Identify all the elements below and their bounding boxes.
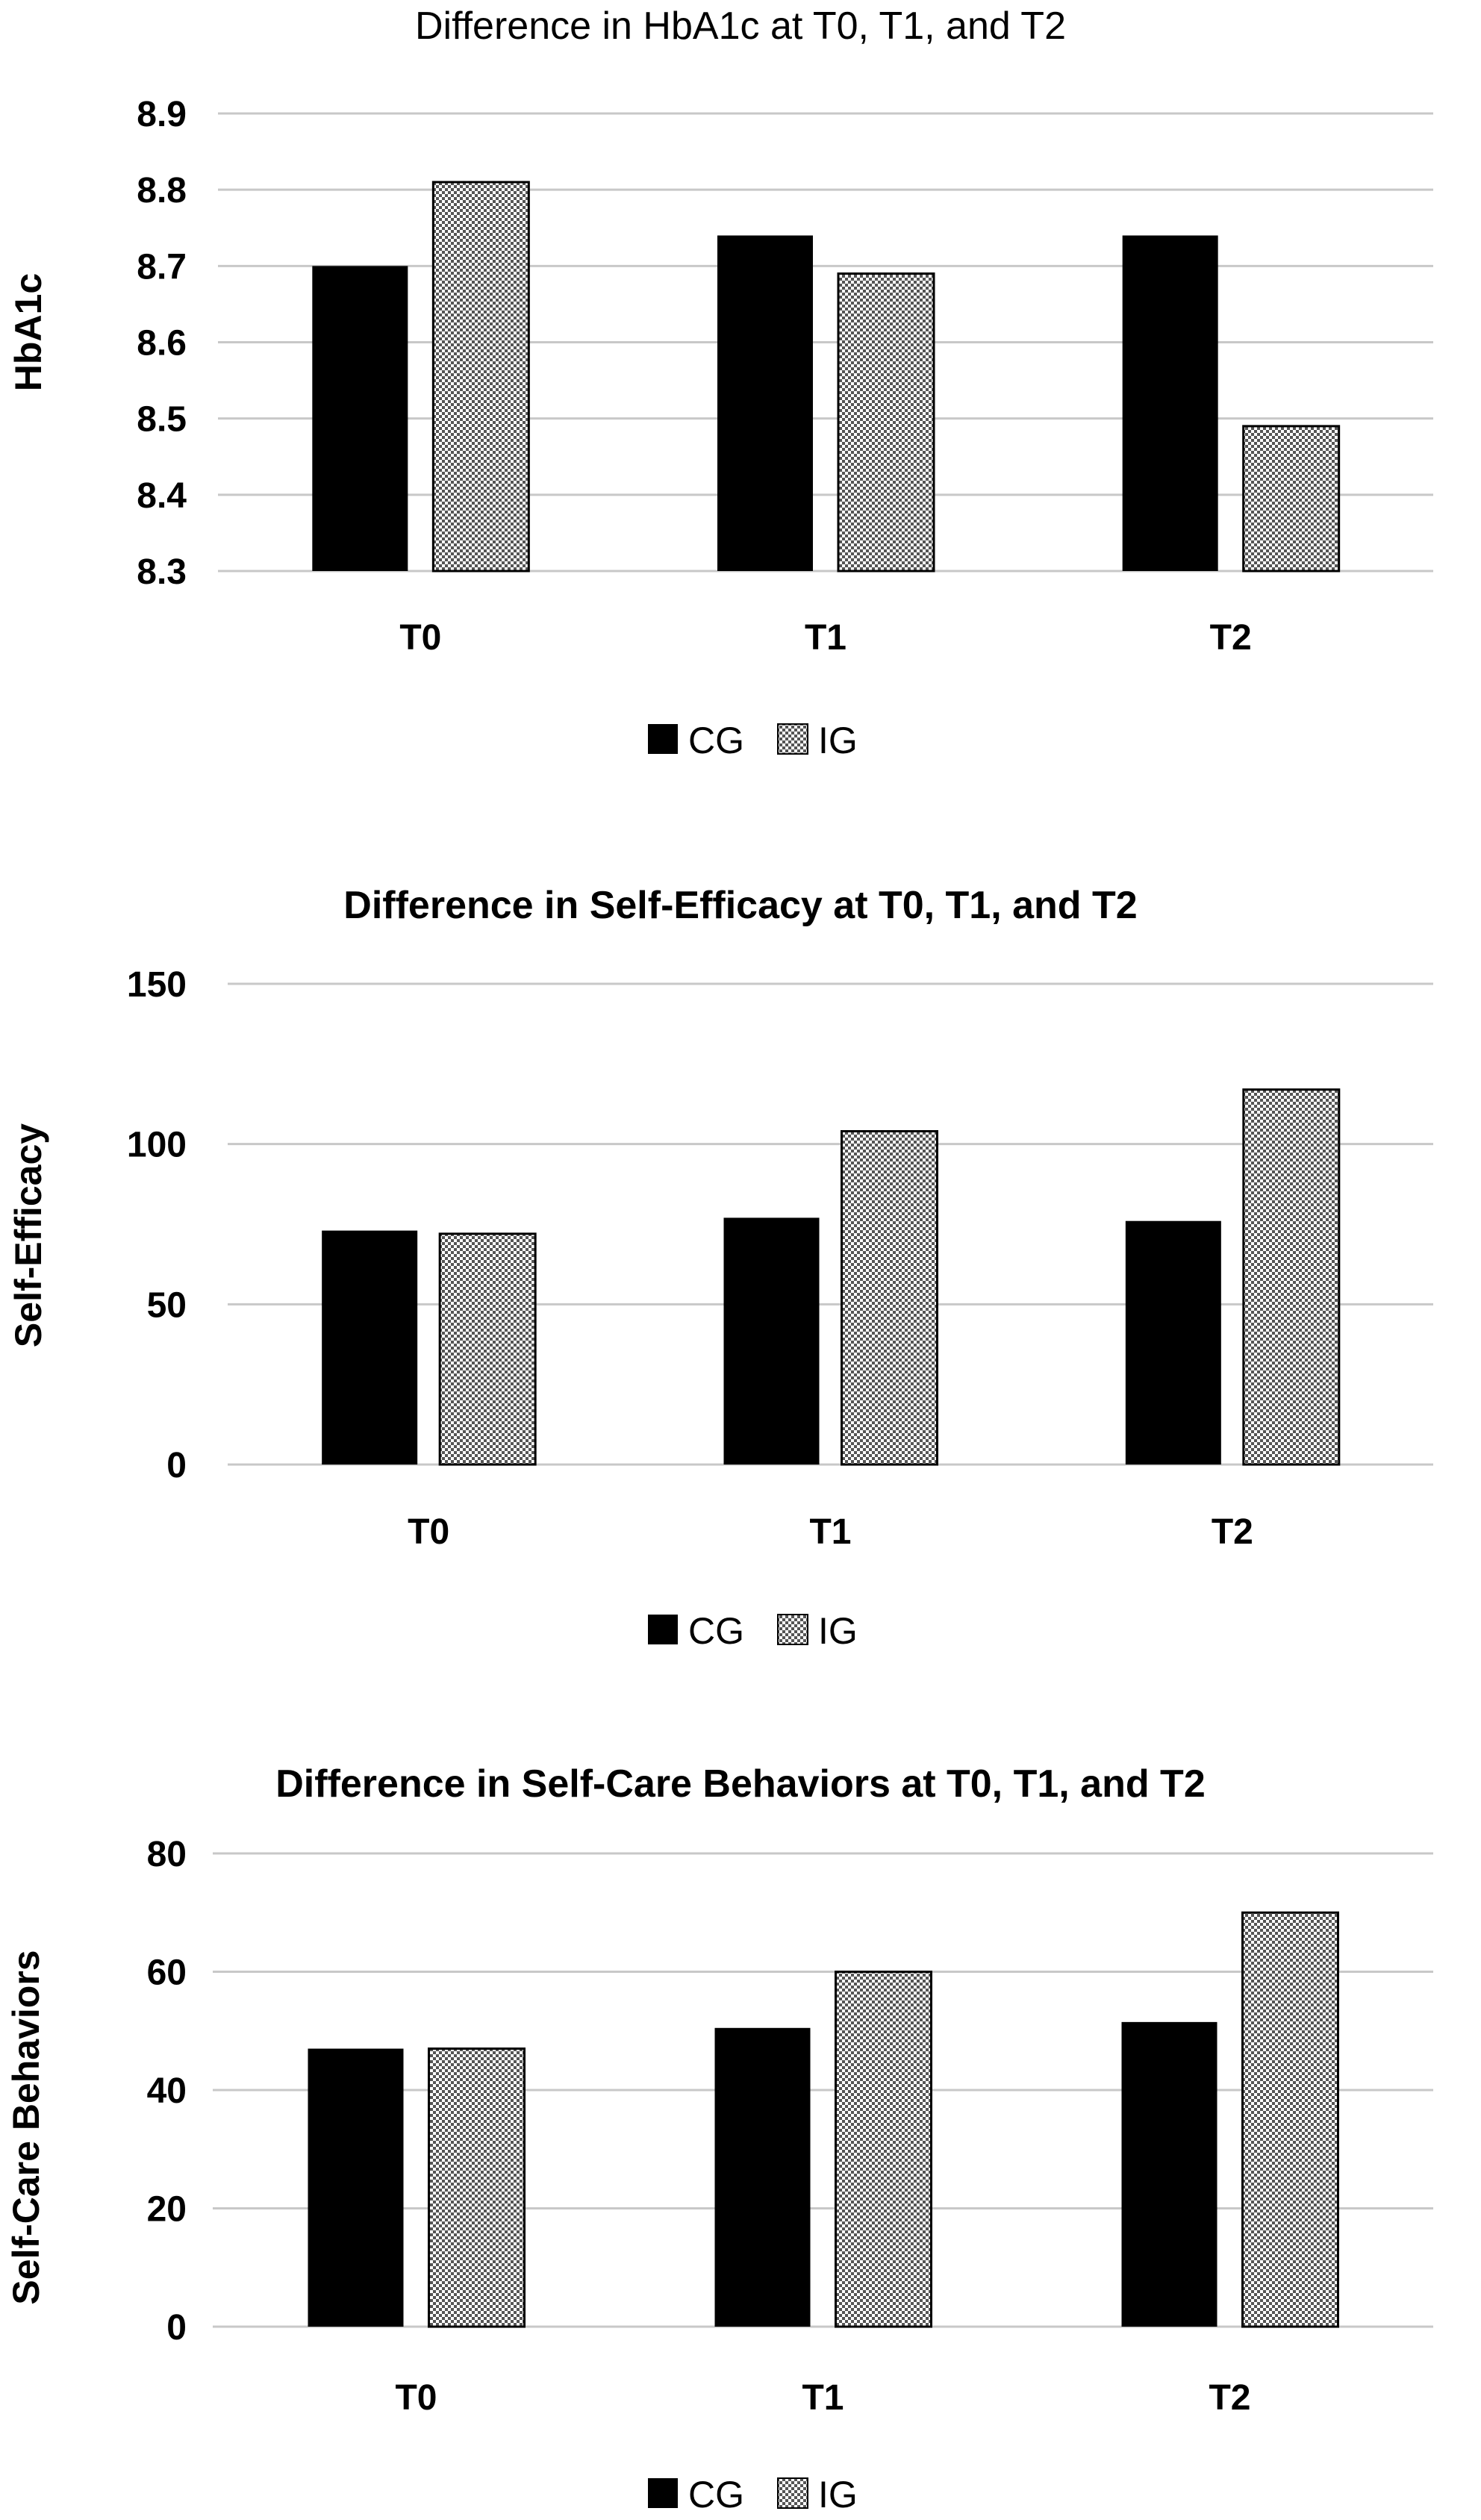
gridlines — [213, 1852, 1433, 2328]
bar-cg-t1 — [717, 235, 813, 571]
x-ticks: T0 T1 T2 — [399, 618, 1251, 658]
y-axis-label: HbA1c — [7, 273, 49, 391]
y-tick-label: 8.7 — [137, 247, 187, 287]
bar-ig-t0 — [438, 1232, 537, 1466]
bar-cg-t2 — [1121, 2021, 1217, 2327]
bar-ig-t2 — [1241, 1911, 1339, 2328]
bar-cg-t1 — [714, 2027, 811, 2327]
bar-ig-t1 — [841, 1129, 938, 1466]
legend-swatch-ig — [777, 2477, 808, 2509]
y-tick-label: 0 — [166, 1446, 187, 1485]
y-tick-label: 40 — [147, 2071, 187, 2111]
gridlines — [228, 982, 1433, 1466]
x-ticks: T0 T1 T2 — [408, 1512, 1253, 1552]
legend-swatch-cg — [648, 1615, 678, 1644]
y-tick-label: 8.8 — [137, 171, 187, 210]
bar-cg-t2 — [1122, 235, 1218, 571]
bars — [322, 1088, 1341, 1466]
bar-ig-t1 — [835, 1971, 932, 2328]
y-tick-label: 8.6 — [137, 324, 187, 364]
legend-swatch-cg — [648, 2478, 678, 2508]
legend: CG IG — [648, 2474, 858, 2516]
legend-swatch-ig — [777, 723, 808, 755]
x-ticks: T0 T1 T2 — [395, 2378, 1250, 2418]
bar-ig-t0 — [431, 181, 530, 573]
y-tick-label: 20 — [147, 2190, 187, 2230]
y-tick-label: 150 — [127, 965, 187, 1005]
y-tick-label: 8.5 — [137, 400, 187, 440]
chart-title: Difference in Self-Care Behaviors at T0,… — [275, 1762, 1206, 1806]
legend: CG IG — [648, 1610, 858, 1652]
x-tick-label: T2 — [1212, 1512, 1253, 1552]
x-tick-label: T1 — [809, 1512, 851, 1552]
y-tick-label: 8.4 — [137, 476, 187, 516]
x-tick-label: T0 — [408, 1512, 449, 1552]
x-tick-label: T1 — [805, 618, 846, 658]
bar-ig-t2 — [1242, 1088, 1341, 1466]
chart-self-care: Difference in Self-Care Behaviors at T0,… — [5, 1762, 1433, 2516]
legend-swatch-ig — [777, 1614, 808, 1645]
chart-self-efficacy: Difference in Self-Efficacy at T0, T1, a… — [7, 884, 1433, 1652]
y-axis-label: Self-Care Behaviors — [5, 1950, 47, 2304]
chart-title: Difference in Self-Efficacy at T0, T1, a… — [343, 884, 1137, 927]
y-ticks: 0 50 100 150 — [127, 965, 187, 1485]
x-tick-label: T2 — [1209, 2378, 1250, 2418]
y-ticks: 0 20 40 60 80 — [147, 1835, 187, 2348]
legend-swatch-cg — [648, 724, 678, 754]
y-tick-label: 100 — [127, 1126, 187, 1165]
legend-label-cg: CG — [688, 720, 744, 761]
y-axis-label: Self-Efficacy — [7, 1123, 49, 1347]
y-tick-label: 80 — [147, 1835, 187, 1874]
x-tick-label: T0 — [395, 2378, 437, 2418]
bar-cg-t0 — [312, 266, 408, 571]
legend-label-cg: CG — [688, 2474, 744, 2516]
gridlines — [218, 112, 1433, 573]
legend-label-ig: IG — [818, 720, 858, 761]
bar-cg-t1 — [723, 1217, 820, 1465]
y-tick-label: 0 — [166, 2308, 187, 2348]
legend-label-cg: CG — [688, 1610, 744, 1652]
y-tick-label: 8.9 — [137, 95, 187, 134]
bar-cg-t2 — [1125, 1220, 1221, 1465]
chart-hba1c: Difference in HbA1c at T0, T1, and T2 Hb… — [7, 4, 1433, 761]
bars — [312, 181, 1341, 573]
bar-cg-t0 — [308, 2048, 404, 2327]
y-ticks: 8.3 8.4 8.5 8.6 8.7 8.8 8.9 — [137, 95, 187, 592]
legend-label-ig: IG — [818, 1610, 858, 1652]
bars — [308, 1911, 1339, 2328]
x-tick-label: T0 — [399, 618, 441, 658]
chart-title: Difference in HbA1c at T0, T1, and T2 — [415, 4, 1066, 48]
y-tick-label: 60 — [147, 1953, 187, 1993]
x-tick-label: T1 — [802, 2378, 844, 2418]
y-tick-label: 50 — [147, 1285, 187, 1325]
bar-ig-t0 — [428, 2048, 526, 2328]
legend-label-ig: IG — [818, 2474, 858, 2516]
bar-ig-t2 — [1242, 425, 1341, 573]
bar-cg-t0 — [322, 1230, 418, 1465]
bar-ig-t1 — [837, 272, 935, 573]
x-tick-label: T2 — [1210, 618, 1252, 658]
y-tick-label: 8.3 — [137, 552, 187, 592]
legend: CG IG — [648, 720, 858, 761]
